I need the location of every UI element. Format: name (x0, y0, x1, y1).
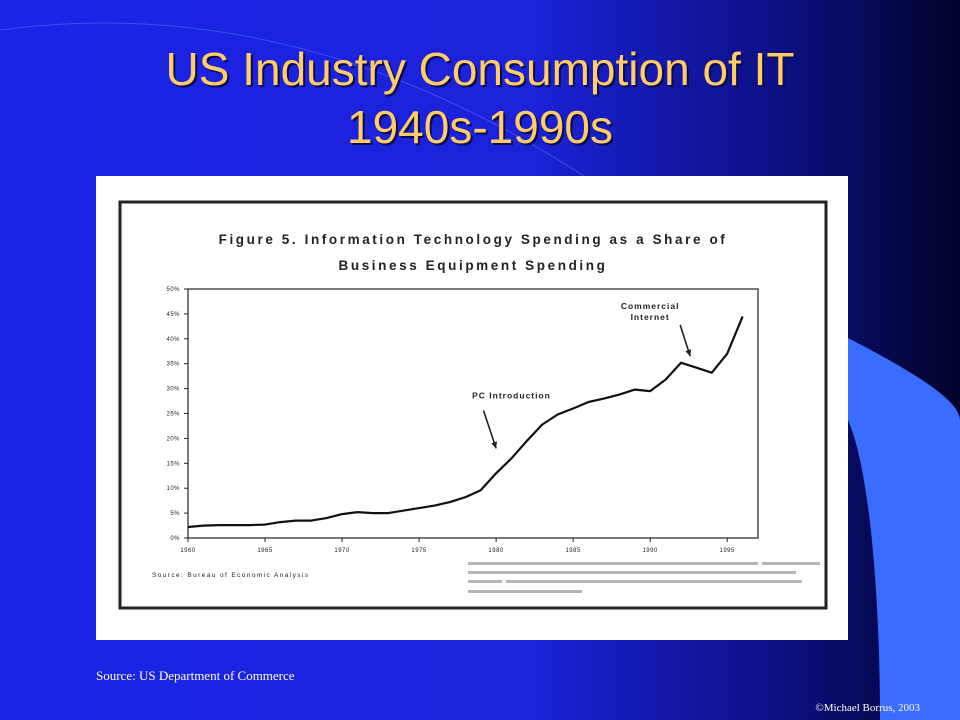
y-tick-label: 45% (166, 312, 180, 318)
slide-title-line1: US Industry Consumption of IT (165, 43, 795, 95)
y-tick-label: 30% (166, 387, 180, 393)
redaction-bars (468, 562, 820, 593)
arrow-pc-introduction-head (491, 441, 498, 449)
annotation-commercial-internet-line1: Commercial (621, 301, 680, 311)
plot-border (187, 288, 759, 539)
slide-source: Source: US Department of Commerce (96, 668, 295, 683)
plot-area: 0% 5% 10% 15% 20% 25% 30% 35% 40% 45% 50% 1960 1965 1… (166, 287, 759, 554)
figure-title-line2: Business Equipment Spending (339, 258, 608, 273)
annotation-commercial-internet-line2: Internet (631, 312, 670, 322)
slide-title: US Industry Consumption of IT 1940s-1990… (60, 40, 900, 156)
slide-title-line2: 1940s-1990s (347, 101, 613, 153)
x-tick-label: 1970 (334, 548, 350, 554)
x-tick-label: 1980 (488, 548, 504, 554)
arrow-commercial-internet-head (685, 349, 692, 357)
chart-svg: Figure 5. Information Technology Spendin… (118, 200, 828, 610)
x-tick-label: 1975 (411, 548, 427, 554)
figure-source-note: Source: Bureau of Economic Analysis (152, 572, 309, 579)
y-tick-label: 50% (166, 287, 180, 293)
y-tick-label: 0% (170, 536, 180, 542)
x-tick-label: 1960 (180, 548, 196, 554)
arrow-pc-introduction-shaft (482, 410, 497, 449)
copyright: ©Michael Borrus, 2003 (815, 702, 920, 714)
y-tick-label: 5% (170, 511, 180, 517)
y-tick-label: 40% (166, 337, 180, 343)
chart-figure: Figure 5. Information Technology Spendin… (96, 176, 848, 640)
y-tick-label: 10% (166, 486, 180, 492)
y-tick-label: 35% (166, 362, 180, 368)
y-tick-label: 15% (166, 461, 180, 467)
x-tick-label: 1995 (720, 548, 736, 554)
figure-frame (118, 200, 828, 610)
figure-title-line1: Figure 5. Information Technology Spendin… (219, 232, 728, 247)
y-tick-label: 25% (166, 412, 180, 418)
x-tick-label: 1990 (642, 548, 658, 554)
x-tick-label: 1965 (257, 548, 273, 554)
x-tick-label: 1985 (565, 548, 581, 554)
annotation-pc-introduction: PC Introduction (472, 391, 551, 401)
y-tick-label: 20% (166, 436, 180, 442)
series-line (187, 315, 744, 529)
